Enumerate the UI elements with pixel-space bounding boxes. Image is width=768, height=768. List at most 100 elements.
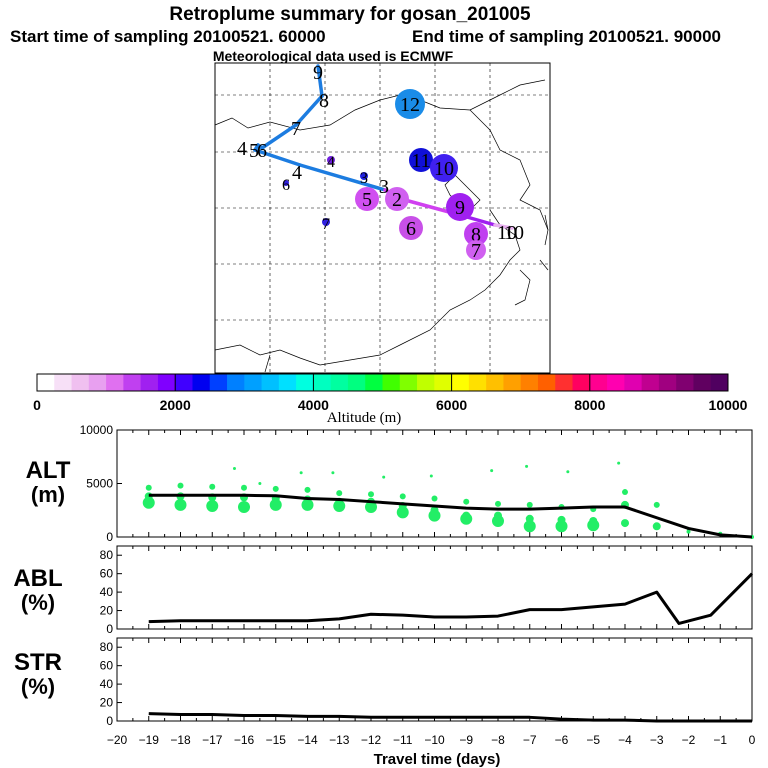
altitude-dot	[365, 501, 377, 514]
plume-marker	[446, 193, 474, 221]
colorbar-label: Altitude (m)	[327, 410, 402, 426]
altitude-dot	[460, 512, 473, 525]
end-time-label: End time of sampling 20100521. 90000	[412, 27, 721, 46]
trajectory-label: 4	[292, 162, 302, 184]
x-tick-label: −9	[459, 733, 473, 747]
series-line	[148, 712, 752, 723]
altitude-dot	[622, 489, 628, 496]
y-tick-label: 40	[100, 585, 114, 599]
trajectory-segment	[294, 94, 324, 127]
trajectory-segment	[493, 223, 514, 230]
panel-str: STR(%) 0 20 40 60 80	[14, 637, 753, 728]
altitude-dot	[523, 520, 536, 533]
x-tick-label: −16	[234, 733, 255, 747]
panel-frame	[116, 637, 753, 722]
coastline	[514, 269, 531, 306]
colorbar-swatch	[451, 374, 470, 391]
altitude-dot	[304, 486, 311, 493]
colorbar-swatch	[589, 374, 608, 391]
altitude-dot	[209, 483, 216, 490]
colorbar-swatch	[365, 374, 383, 391]
colorbar-swatch	[296, 374, 314, 391]
panel-label: ALT	[26, 457, 71, 484]
x-tick-label: −20	[107, 733, 128, 747]
colorbar-swatch	[123, 374, 142, 391]
trajectory-label: 6	[257, 140, 267, 162]
x-tick-label: −6	[555, 733, 569, 747]
colorbar-tick-label: 8000	[574, 397, 605, 413]
x-axis-label: Travel time (days)	[374, 751, 501, 768]
coastline	[544, 214, 549, 246]
plume-label: 10	[434, 158, 454, 180]
altitude-dot	[382, 475, 386, 479]
coastline	[469, 109, 549, 231]
colorbar-swatch	[503, 374, 522, 391]
colorbar-swatch	[382, 374, 401, 391]
plume-label: 11	[411, 150, 430, 172]
altitude-dot	[431, 495, 438, 502]
altitude-dot	[269, 498, 282, 511]
altitude-dot	[272, 485, 279, 492]
trajectory-segment	[253, 148, 302, 167]
colorbar-swatch	[641, 374, 660, 391]
altitude-dot	[299, 471, 303, 475]
colorbar-swatch	[417, 374, 435, 391]
altitude-dot	[686, 529, 691, 534]
colorbar-swatch	[658, 374, 677, 391]
x-tick-label: 0	[749, 733, 756, 747]
colorbar-swatch	[330, 374, 349, 391]
y-tick-label: 0	[106, 622, 113, 636]
trajectory-label: 8	[319, 90, 329, 112]
panel-unit-label: (%)	[21, 674, 55, 699]
altitude-dot	[206, 499, 219, 512]
x-tick-label: −14	[297, 733, 318, 747]
altitude-dot	[142, 496, 155, 509]
plume-label: 6	[406, 218, 416, 240]
x-tick-label: −10	[424, 733, 445, 747]
x-tick-label: −13	[329, 733, 350, 747]
altitude-dot	[368, 491, 374, 498]
colorbar-swatch	[140, 374, 159, 391]
plume-label: 5	[362, 189, 372, 211]
coastline	[319, 209, 521, 366]
trajectory-segment	[260, 123, 298, 150]
colorbar-swatch	[347, 374, 366, 391]
colorbar-swatch	[520, 374, 539, 391]
altitude-dot	[258, 482, 262, 485]
altitude-dot	[617, 461, 621, 465]
colorbar-tick-label: 2000	[160, 397, 191, 413]
y-tick-label: 20	[100, 604, 114, 618]
y-tick-label: 0	[106, 530, 113, 544]
trajectory-label: 4	[237, 138, 247, 160]
colorbar-tick-label: 6000	[436, 397, 467, 413]
series-line	[148, 493, 753, 539]
trajectory-label: 7	[291, 118, 301, 140]
y-tick-label: 5000	[86, 477, 113, 491]
plume-marker	[355, 187, 379, 211]
plume-marker	[464, 222, 488, 246]
plume-marker	[360, 172, 368, 180]
x-tick-label: −2	[682, 733, 696, 747]
altitude-dot	[232, 467, 236, 471]
colorbar-swatch	[278, 374, 297, 391]
colorbar-swatch	[486, 374, 504, 391]
y-tick-label: 0	[106, 714, 113, 728]
time-series-panels: ALT(m)0500010000ABL(%)020406080STR(%)020…	[13, 423, 755, 747]
colorbar-swatch	[676, 374, 694, 391]
colorbar-swatch	[313, 374, 332, 391]
x-tick-label: −8	[491, 733, 505, 747]
colorbar-swatch	[710, 374, 729, 391]
colorbar-swatch	[537, 374, 556, 391]
altitude-dot	[525, 464, 529, 468]
x-tick-label: −4	[618, 733, 632, 747]
colorbar-swatch	[192, 374, 211, 391]
plume-label: 9	[455, 197, 465, 219]
coastline	[539, 259, 549, 271]
colorbar-swatch	[261, 374, 280, 391]
coastline	[214, 79, 546, 131]
x-tick-label: −7	[523, 733, 537, 747]
colorbar-swatch	[37, 374, 55, 391]
trajectory-segment	[316, 64, 324, 98]
